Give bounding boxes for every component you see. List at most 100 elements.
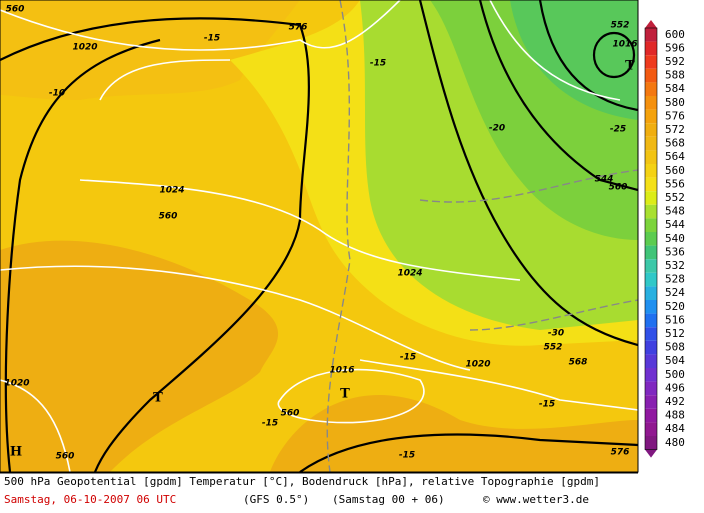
scale-swatch bbox=[645, 300, 657, 314]
scale-swatch bbox=[645, 191, 657, 205]
scale-arrow-top bbox=[645, 20, 657, 28]
scale-label: 488 bbox=[665, 409, 685, 422]
contour-label: 576 bbox=[611, 448, 630, 458]
scale-label: 592 bbox=[665, 55, 685, 68]
contour-label: 1024 bbox=[397, 269, 422, 279]
contour-label: -15 bbox=[262, 419, 278, 429]
contour-label: 1020 bbox=[4, 379, 29, 389]
region bbox=[0, 240, 279, 472]
scale-swatch bbox=[645, 422, 657, 436]
scale-label: 520 bbox=[665, 300, 685, 313]
scale-swatch bbox=[645, 68, 657, 83]
contour-label: 568 bbox=[569, 358, 588, 368]
scale-swatch bbox=[645, 28, 657, 42]
contour-label: 576 bbox=[289, 23, 308, 33]
scale-label: 584 bbox=[665, 82, 685, 95]
scale-label: 504 bbox=[665, 354, 685, 367]
contour-label: 560 bbox=[609, 183, 628, 193]
contour-label: -15 bbox=[370, 59, 386, 69]
footer-model: (GFS 0.5°) bbox=[243, 493, 309, 506]
scale-label: 492 bbox=[665, 395, 685, 408]
scale-label: 564 bbox=[665, 150, 685, 163]
contour-label: 552 bbox=[611, 21, 630, 31]
scale-swatch bbox=[645, 381, 657, 396]
scale-swatch bbox=[645, 96, 657, 110]
scale-swatch bbox=[645, 109, 657, 124]
scale-label: 500 bbox=[665, 368, 685, 381]
contour-label: 560 bbox=[6, 5, 25, 15]
scale-label: 588 bbox=[665, 69, 685, 82]
contour-label: 1020 bbox=[465, 360, 490, 370]
scale-swatch bbox=[645, 177, 657, 192]
scale-label: 568 bbox=[665, 137, 685, 150]
scale-label: 560 bbox=[665, 164, 685, 177]
contour-label: -15 bbox=[399, 451, 415, 461]
scale-label: 536 bbox=[665, 245, 685, 258]
scale-swatch bbox=[645, 327, 657, 341]
contour-label: -15 bbox=[400, 353, 416, 363]
scale-arrow-bottom bbox=[645, 449, 657, 458]
footer-credit: © www.wetter3.de bbox=[483, 493, 589, 506]
scale-label: 496 bbox=[665, 381, 685, 394]
scale-label: 516 bbox=[665, 313, 685, 326]
scale-label: 540 bbox=[665, 232, 685, 245]
scale-label: 528 bbox=[665, 273, 685, 286]
scale-swatch bbox=[645, 272, 657, 287]
pressure-center: H bbox=[10, 445, 22, 460]
scale-swatch bbox=[645, 436, 657, 450]
contour-label: -15 bbox=[204, 34, 220, 44]
footer-description: 500 hPa Geopotential [gpdm] Temperatur [… bbox=[4, 475, 600, 488]
scale-swatch bbox=[645, 368, 657, 382]
scale-label: 544 bbox=[665, 218, 685, 231]
footer-run: (Samstag 00 + 06) bbox=[332, 493, 445, 506]
scale-swatch bbox=[645, 259, 657, 273]
scale-label: 548 bbox=[665, 205, 685, 218]
map bbox=[0, 0, 638, 472]
isotherms bbox=[326, 0, 638, 472]
footer-date: Samstag, 06-10-2007 06 UTC bbox=[4, 493, 176, 506]
contour-label: 1016 bbox=[612, 40, 637, 50]
scale-swatch bbox=[645, 55, 657, 69]
contour-label: -15 bbox=[539, 400, 555, 410]
scale-swatch bbox=[645, 204, 657, 219]
scale-swatch bbox=[645, 395, 657, 409]
scale-frame bbox=[644, 27, 658, 450]
contour-label: 560 bbox=[281, 409, 300, 419]
scale-label: 596 bbox=[665, 41, 685, 54]
scale-swatch bbox=[645, 41, 657, 56]
scale-label: 512 bbox=[665, 327, 685, 340]
map-labels: 560 1020 -10 -15 576 -15 1024 560 1024 -20 552 1016… bbox=[4, 5, 637, 462]
region bbox=[0, 0, 300, 100]
contour-label: -20 bbox=[489, 124, 505, 134]
scale-swatch bbox=[645, 286, 657, 300]
color-scale: 6005965925885845805765725685645605565525… bbox=[644, 20, 685, 458]
pressure-center: T bbox=[625, 59, 635, 74]
contour-label: 1016 bbox=[329, 366, 354, 376]
scale-swatch bbox=[645, 218, 657, 232]
scale-swatch bbox=[645, 150, 657, 164]
isohypses bbox=[0, 0, 638, 472]
scale-label: 484 bbox=[665, 422, 685, 435]
contour-label: -10 bbox=[49, 89, 65, 99]
scale-swatch bbox=[645, 408, 657, 423]
contour-label: 560 bbox=[56, 452, 75, 462]
scale-label: 572 bbox=[665, 123, 685, 136]
region bbox=[510, 0, 638, 120]
contour-label: 552 bbox=[544, 343, 563, 353]
scale-swatch bbox=[645, 354, 657, 368]
scale-swatch bbox=[645, 340, 657, 355]
contour-label: 1020 bbox=[72, 43, 97, 53]
scale-swatch bbox=[645, 82, 657, 96]
scale-swatch bbox=[645, 232, 657, 246]
scale-label: 600 bbox=[665, 28, 685, 41]
scale-swatch bbox=[645, 164, 657, 178]
scale-label: 552 bbox=[665, 191, 685, 204]
scale-swatch bbox=[645, 245, 657, 260]
scale-label: 576 bbox=[665, 109, 685, 122]
map-frame bbox=[0, 0, 639, 473]
scale-label: 556 bbox=[665, 177, 685, 190]
scale-swatch bbox=[645, 313, 657, 328]
scale-label: 480 bbox=[665, 436, 685, 449]
scale-label: 508 bbox=[665, 341, 685, 354]
